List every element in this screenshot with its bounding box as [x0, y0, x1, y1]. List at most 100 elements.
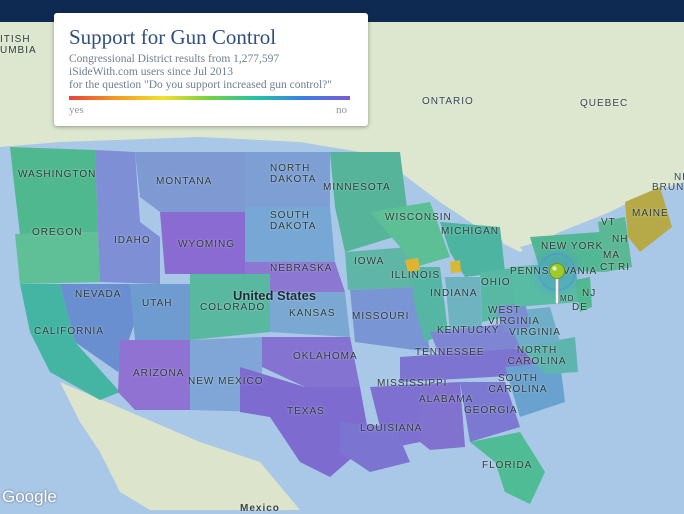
label-border-bc-2: UMBIA [0, 45, 37, 56]
region-iowa [345, 247, 420, 290]
label-oklahoma: OKLAHOMA [293, 351, 358, 362]
label-new-mexico: NEW MEXICO [188, 376, 264, 387]
label-minnesota: MINNESOTA [323, 182, 391, 193]
label-united-states: United States [233, 288, 317, 303]
label-nebraska: NEBRASKA [270, 263, 333, 274]
label-texas: TEXAS [287, 406, 325, 417]
region-mississippi [370, 384, 420, 447]
legend-subtitle-line1: Congressional District results from 1,27… [69, 53, 280, 65]
label-missouri: MISSOURI [352, 311, 410, 322]
region-nevada [60, 284, 135, 372]
region-indiana [445, 277, 482, 332]
label-montana: MONTANA [156, 176, 213, 187]
region-south-carolina [505, 362, 565, 417]
region-north-dakota [245, 152, 330, 207]
region-maine [625, 187, 672, 252]
region-illinois [410, 267, 448, 342]
google-logo[interactable]: Google [2, 487, 57, 506]
region-idaho [95, 150, 160, 284]
label-border-bc-1: ITISH [0, 34, 31, 45]
region-kansas [270, 292, 350, 337]
region-colorado [190, 274, 270, 340]
label-idaho: IDAHO [114, 235, 151, 246]
label-colorado: COLORADO [200, 302, 266, 313]
label-virginia: VIRGINIA [509, 327, 561, 338]
label-kansas: KANSAS [289, 308, 336, 319]
label-tennessee: TENNESSEE [415, 347, 485, 358]
region-washington [10, 147, 98, 234]
label-brunswick: BRUNS [652, 182, 684, 193]
region-oregon [15, 232, 100, 284]
label-ct: CT [600, 262, 616, 273]
label-ohio: OHIO [481, 277, 511, 288]
legend-subtitle-line2: iSideWith.com users since Jul 2013 [69, 66, 234, 78]
label-quebec: QUEBEC [580, 98, 629, 109]
region-west-virginia [495, 302, 530, 332]
label-ri: RI [618, 262, 630, 273]
region-california [20, 284, 120, 400]
label-maine: MAINE [632, 208, 669, 219]
label-oregon: OREGON [32, 227, 83, 238]
region-wyoming [160, 212, 245, 274]
region-north-carolina [520, 337, 578, 374]
region-hotspot-mi [450, 260, 461, 273]
label-ne: NE [674, 172, 684, 183]
label-utah: UTAH [142, 298, 173, 309]
region-montana [135, 152, 245, 212]
legend-no-label: no [336, 104, 347, 116]
label-south-dakota: SOUTH DAKOTA [270, 210, 317, 232]
region-michigan [440, 222, 505, 277]
label-north-carolina: NORTH CAROLINA [507, 345, 567, 367]
label-arizona: ARIZONA [133, 368, 185, 379]
legend-yes-label: yes [69, 104, 84, 116]
label-illinois: ILLINOIS [391, 270, 441, 281]
region-hotspot-wi [405, 258, 420, 272]
region-florida [470, 432, 545, 504]
label-iowa: IOWA [354, 256, 385, 267]
legend-title: Support for Gun Control [69, 25, 277, 49]
mexico-land [60, 382, 300, 510]
label-ontario: ONTARIO [422, 96, 474, 107]
region-oklahoma [262, 337, 360, 387]
region-nebraska [245, 262, 345, 292]
label-new-york: NEW YORK [541, 241, 604, 252]
label-north-dakota: NORTH DAKOTA [270, 163, 317, 185]
legend-color-scale [69, 96, 350, 100]
legend-subtitle-line3: for the question "Do you support increas… [69, 79, 332, 91]
label-alabama: ALABAMA [419, 394, 474, 405]
region-arizona [118, 340, 190, 410]
label-nh: NH [612, 234, 629, 245]
label-west-virginia: WEST VIRGINIA [488, 305, 540, 327]
label-nevada: NEVADA [75, 289, 122, 300]
label-indiana: INDIANA [430, 288, 478, 299]
label-nj: NJ [582, 288, 597, 299]
label-mexico: Mexico [240, 503, 280, 514]
label-michigan: MICHIGAN [441, 226, 499, 237]
label-de: DE [572, 302, 588, 313]
region-wisconsin [370, 202, 450, 267]
label-vt: VT [601, 217, 616, 228]
us-choropleth [10, 147, 672, 504]
region-missouri [350, 287, 430, 352]
label-california: CALIFORNIA [34, 326, 105, 337]
region-utah [130, 284, 190, 340]
label-md: MD [560, 294, 575, 303]
label-washington: WASHINGTON [18, 169, 97, 180]
label-wisconsin: WISCONSIN [385, 212, 452, 223]
label-georgia: GEORGIA [464, 405, 518, 416]
label-louisiana: LOUISIANA [360, 423, 423, 434]
label-kentucky: KENTUCKY [437, 325, 500, 336]
label-south-carolina: SOUTH CAROLINA [488, 373, 548, 395]
region-texas [240, 367, 370, 477]
label-wyoming: WYOMING [178, 239, 235, 250]
location-pin-icon[interactable] [548, 262, 566, 306]
label-mississippi: MISSISSIPPI [377, 378, 448, 389]
region-louisiana [340, 422, 410, 472]
region-georgia [460, 382, 520, 442]
region-new-england [598, 217, 632, 272]
label-florida: FLORIDA [482, 460, 533, 471]
legend-panel: Support for Gun Control Congressional Di… [54, 13, 368, 126]
label-ma: MA [603, 250, 620, 261]
region-alabama [420, 382, 465, 450]
region-south-dakota [245, 207, 335, 262]
